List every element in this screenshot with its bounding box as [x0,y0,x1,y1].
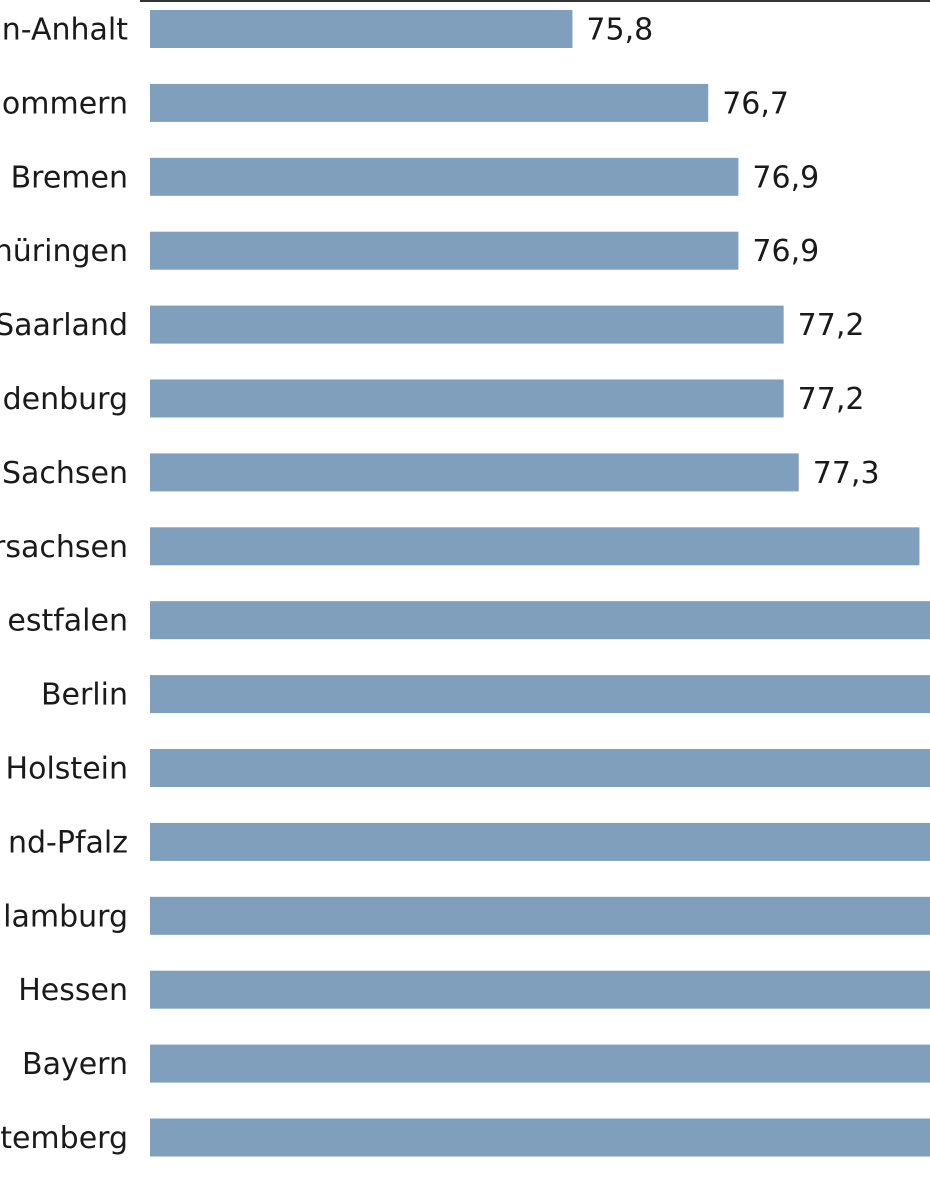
category-label: ommern [2,86,128,121]
bar [150,10,573,48]
category-label: lamburg [3,899,128,934]
category-label: temberg [0,1121,128,1156]
bar [150,749,930,787]
category-label: estfalen [7,604,128,639]
bar [150,601,930,640]
category-label: Bremen [11,160,128,195]
value-label: 75,8 [586,13,653,48]
bar [150,231,739,270]
category-label: nd-Pfalz [8,825,128,860]
bar [150,1118,930,1157]
value-label: 76,9 [752,234,819,269]
value-label: 76,9 [752,160,819,195]
bar [150,453,799,492]
category-label: n-Anhalt [2,13,128,48]
bar [150,896,930,935]
value-label: 77,2 [798,308,865,343]
bar [150,83,709,122]
category-label: rsachsen [0,530,128,565]
bar [150,970,930,1009]
category-label: Holstein [6,752,128,787]
bar [150,305,784,344]
bar [150,1044,930,1083]
bar [150,527,920,566]
category-label: Sachsen [2,456,128,491]
bar [150,379,784,418]
bar [150,822,930,861]
category-label: Bayern [22,1047,128,1082]
value-label: 76,7 [722,86,789,121]
category-label: hüringen [0,234,128,269]
category-label: Berlin [41,678,128,713]
bar [150,157,739,196]
category-label: Saarland [0,308,128,343]
bar [150,675,930,714]
value-label: 77,2 [798,382,865,417]
value-label: 77,3 [813,456,880,491]
category-label: denburg [3,382,128,417]
category-label: Hessen [18,973,128,1008]
